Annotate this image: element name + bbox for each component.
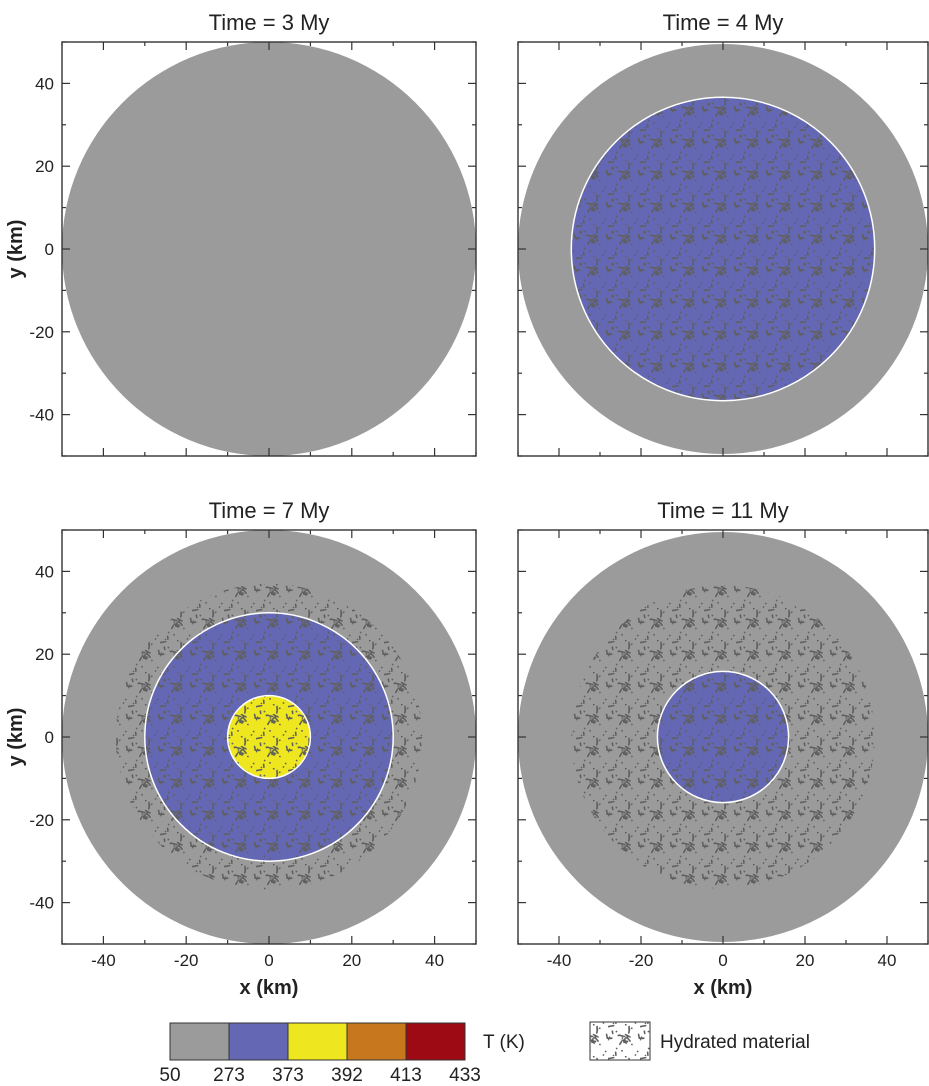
hydrated-texture bbox=[657, 671, 789, 803]
x-axis-label: x (km) bbox=[694, 977, 753, 999]
colorbar-swatch bbox=[405, 1022, 466, 1061]
panel-title: Time = 4 My bbox=[663, 10, 784, 35]
colorbar-swatch bbox=[287, 1022, 348, 1061]
y-tick-label: -20 bbox=[29, 323, 54, 342]
isotherm-line bbox=[226, 694, 312, 780]
x-tick-label: 40 bbox=[425, 951, 444, 970]
body-disk bbox=[62, 530, 476, 944]
colorbar-swatch bbox=[346, 1022, 407, 1061]
x-tick-label: 20 bbox=[796, 951, 815, 970]
y-tick-label: -20 bbox=[29, 811, 54, 830]
hydrated-texture bbox=[571, 97, 875, 401]
panel-4: Time = 11 My -40 -20 0 20 40 x (km) bbox=[517, 498, 929, 999]
y-tick-label: 20 bbox=[35, 157, 54, 176]
x-tick-label: -40 bbox=[547, 951, 572, 970]
hydrated-swatch bbox=[590, 1022, 650, 1060]
panel-title: Time = 11 My bbox=[657, 498, 788, 523]
isotherm-line bbox=[570, 96, 876, 402]
isotherm-line bbox=[144, 612, 394, 862]
colorbar-tick-label: 413 bbox=[390, 1065, 422, 1086]
x-tick-label: 40 bbox=[878, 951, 897, 970]
y-axis-label: y (km) bbox=[5, 220, 27, 279]
panel-3: Time = 7 My -40 -20 0 20 40 -40 -20 0 20 40 x (km) y… bbox=[5, 498, 477, 999]
y-tick-label: 20 bbox=[35, 645, 54, 664]
y-tick-label: -40 bbox=[29, 406, 54, 425]
isotherm-line bbox=[656, 670, 790, 804]
colorbar-title: T (K) bbox=[483, 1032, 525, 1053]
colorbar-tick-label: 373 bbox=[272, 1065, 304, 1086]
body-disk bbox=[518, 532, 928, 942]
body-disk bbox=[62, 42, 476, 456]
colorbar-tick-label: 392 bbox=[331, 1065, 363, 1086]
x-axis-label: x (km) bbox=[240, 977, 299, 999]
x-tick-label: -20 bbox=[629, 951, 654, 970]
zone-50-273 bbox=[62, 42, 476, 456]
panel-title: Time = 3 My bbox=[209, 10, 330, 35]
body-disk bbox=[518, 44, 928, 454]
x-tick-label: -20 bbox=[174, 951, 199, 970]
x-tick-label: -40 bbox=[91, 951, 116, 970]
y-axis-label: y (km) bbox=[5, 708, 27, 767]
colorbar-swatch bbox=[169, 1022, 230, 1061]
panel-title: Time = 7 My bbox=[209, 498, 330, 523]
panel-2: Time = 4 My bbox=[517, 10, 929, 457]
colorbar-tick-label: 433 bbox=[449, 1065, 481, 1086]
x-tick-label: 0 bbox=[718, 951, 727, 970]
hydrated-legend-label: Hydrated material bbox=[660, 1032, 810, 1053]
y-tick-label: 0 bbox=[45, 728, 54, 747]
y-tick-label: 40 bbox=[35, 562, 54, 581]
panel-1: Time = 3 My -40 -20 0 20 40 y (km) bbox=[5, 10, 477, 457]
x-tick-label: 20 bbox=[342, 951, 361, 970]
y-tick-label: 40 bbox=[35, 74, 54, 93]
y-tick-label: 0 bbox=[45, 240, 54, 259]
colorbar-tick-label: 50 bbox=[159, 1065, 180, 1086]
colorbar-swatch bbox=[228, 1022, 289, 1061]
hydrated-texture bbox=[227, 695, 311, 779]
y-tick-label: -40 bbox=[29, 894, 54, 913]
colorbar-tick-label: 273 bbox=[213, 1065, 245, 1086]
x-tick-label: 0 bbox=[264, 951, 273, 970]
